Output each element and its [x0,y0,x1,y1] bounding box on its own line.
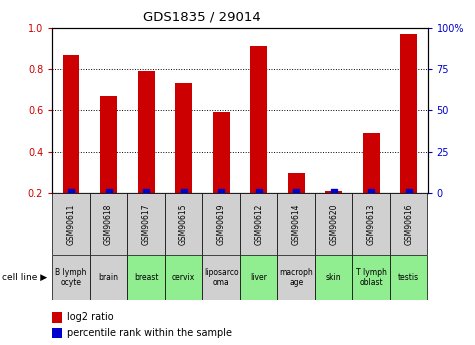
Bar [277,255,315,300]
Bar [400,34,417,193]
Bar [165,193,202,255]
Text: breast: breast [134,273,158,282]
Bar [325,191,342,193]
Bar [315,193,352,255]
Text: B lymph
ocyte: B lymph ocyte [55,268,87,287]
Bar [363,133,380,193]
Bar [52,312,62,323]
Text: macroph
age: macroph age [279,268,313,287]
Bar [202,255,240,300]
Bar [165,255,202,300]
Bar [240,255,277,300]
Bar [315,255,352,300]
Text: GSM90617: GSM90617 [142,204,151,245]
Bar [127,255,165,300]
Bar [90,193,127,255]
Text: GSM90614: GSM90614 [292,204,301,245]
Bar [52,255,90,300]
Text: GSM90616: GSM90616 [404,204,413,245]
Bar [138,71,154,193]
Text: GSM90615: GSM90615 [179,204,188,245]
Bar [213,112,229,193]
Text: GSM90612: GSM90612 [254,204,263,245]
Bar [250,46,267,193]
Bar [52,193,90,255]
Text: GSM90613: GSM90613 [367,204,376,245]
Text: GDS1835 / 29014: GDS1835 / 29014 [143,10,261,23]
Point [218,189,225,195]
Bar [175,83,192,193]
Point [330,189,337,195]
Text: log2 ratio: log2 ratio [67,313,114,322]
Text: brain: brain [98,273,119,282]
Point [255,189,262,195]
Text: percentile rank within the sample: percentile rank within the sample [67,328,232,338]
Text: liposarco
oma: liposarco oma [204,268,238,287]
Text: skin: skin [326,273,342,282]
Point [104,189,112,195]
Text: testis: testis [398,273,419,282]
Bar [240,193,277,255]
Text: GSM90620: GSM90620 [329,204,338,245]
Point [368,189,375,195]
Text: liver: liver [250,273,267,282]
Bar [352,255,390,300]
Text: cell line ▶: cell line ▶ [2,273,48,282]
Text: cervix: cervix [172,273,195,282]
Text: GSM90618: GSM90618 [104,204,113,245]
Bar [277,193,315,255]
Bar [202,193,240,255]
Bar [352,193,390,255]
Bar [390,255,428,300]
Bar [100,96,117,193]
Bar [127,193,165,255]
Point [142,189,150,195]
Bar [288,172,304,193]
Bar [52,328,62,338]
Bar [63,55,79,193]
Bar [90,255,127,300]
Text: T lymph
oblast: T lymph oblast [356,268,387,287]
Point [405,189,412,194]
Text: GSM90619: GSM90619 [217,204,226,245]
Bar [390,193,428,255]
Point [180,189,187,195]
Point [67,189,75,195]
Text: GSM90611: GSM90611 [66,204,76,245]
Point [292,189,300,195]
